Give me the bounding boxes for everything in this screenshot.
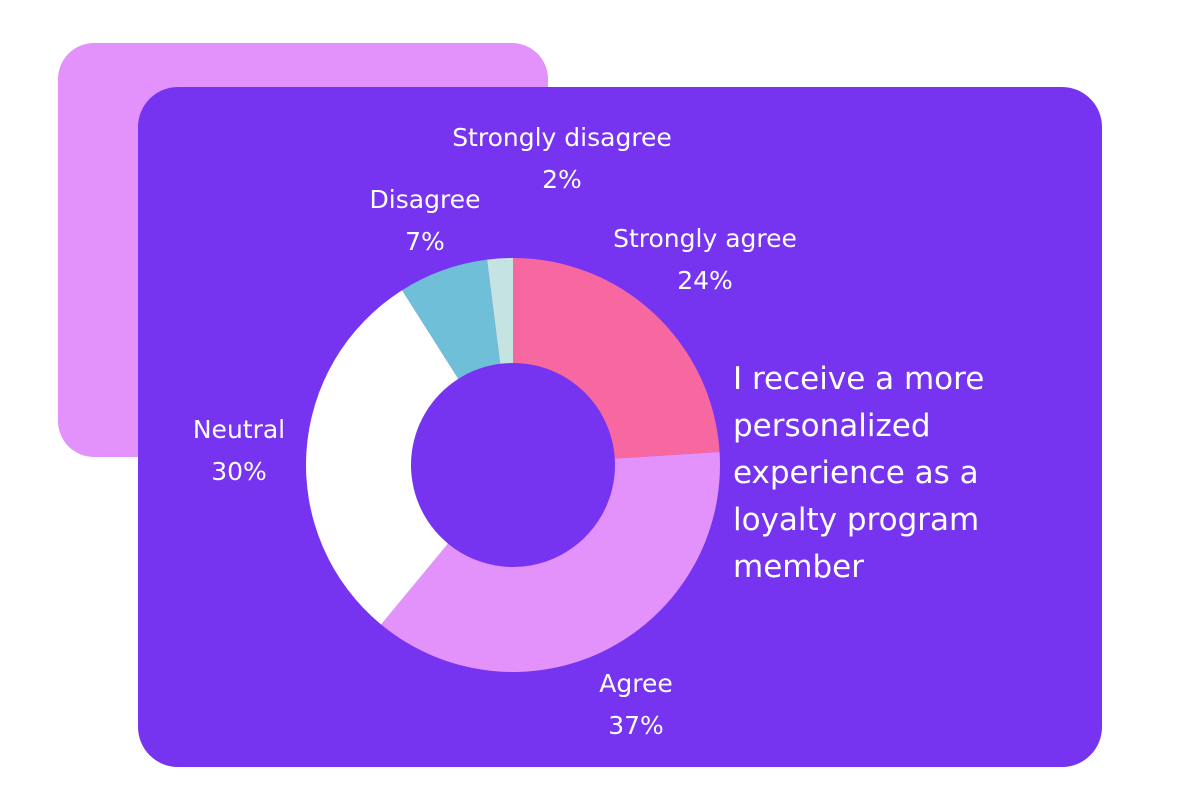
slice-label: Neutral	[193, 415, 285, 444]
slice-label: Strongly agree	[613, 224, 797, 253]
donut-slice	[487, 258, 513, 364]
donut-slice	[306, 290, 459, 625]
slice-value-label: 24%	[677, 266, 733, 295]
slice-value-label: 30%	[211, 457, 267, 486]
slice-label: Strongly disagree	[452, 123, 672, 152]
donut-slice	[381, 452, 720, 672]
slice-value-label: 37%	[608, 711, 664, 740]
donut-slice	[513, 258, 720, 459]
slice-value-label: 2%	[542, 165, 582, 194]
chart-title: I receive a more personalized experience…	[733, 361, 985, 585]
donut-slice	[402, 259, 501, 379]
slice-value-label: 7%	[405, 227, 445, 256]
slice-label: Agree	[599, 669, 672, 698]
slice-label: Disagree	[370, 185, 481, 214]
